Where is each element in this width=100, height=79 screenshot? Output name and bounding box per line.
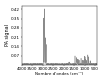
Y-axis label: PA signal: PA signal bbox=[5, 24, 10, 46]
X-axis label: Nombre d'ondes (cm⁻¹): Nombre d'ondes (cm⁻¹) bbox=[35, 72, 84, 76]
